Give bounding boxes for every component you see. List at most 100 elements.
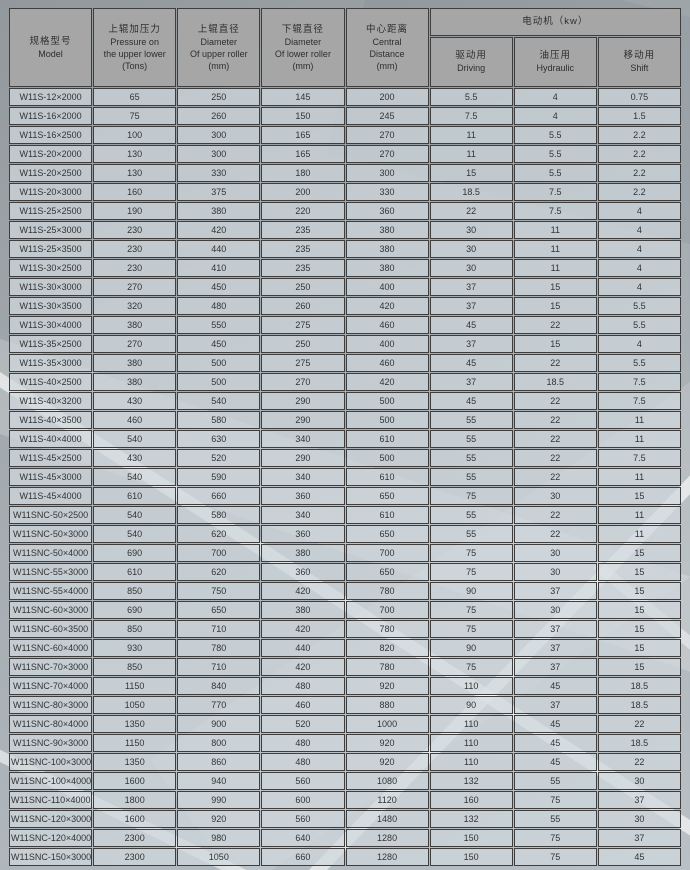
table-row: W11SNC-60×3000 690 650 380 700 75 30 15 [9,601,681,619]
value-cell: 15 [597,620,681,638]
value-cell: 380 [177,202,261,220]
value-cell: 560 [261,810,345,828]
value-cell: 7.5 [597,392,681,410]
value-cell: 55 [429,525,513,543]
value-cell: 11 [513,240,597,258]
value-cell: 640 [261,829,345,847]
value-cell: 150 [429,848,513,866]
model-cell: W11SNC-70×4000 [9,677,93,695]
value-cell: 1600 [93,810,177,828]
model-cell: W11SNC-110×4000 [9,791,93,809]
value-cell: 130 [93,164,177,182]
value-cell: 380 [93,373,177,391]
value-cell: 250 [261,278,345,296]
value-cell: 45 [513,677,597,695]
col-header-model: 规格型号 Model [9,8,93,87]
model-cell: W11S-30×4000 [9,316,93,334]
value-cell: 450 [177,278,261,296]
value-cell: 37 [429,373,513,391]
value-cell: 850 [93,658,177,676]
value-cell: 940 [177,772,261,790]
value-cell: 18.5 [513,373,597,391]
value-cell: 1050 [93,696,177,714]
value-cell: 290 [261,411,345,429]
value-cell: 275 [261,316,345,334]
value-cell: 260 [261,297,345,315]
value-cell: 55 [429,468,513,486]
model-cell: W11S-35×2500 [9,335,93,353]
model-cell: W11SNC-55×4000 [9,582,93,600]
value-cell: 7.5 [597,373,681,391]
model-cell: W11S-40×3500 [9,411,93,429]
value-cell: 650 [345,563,429,581]
value-cell: 15 [597,563,681,581]
value-cell: 440 [261,639,345,657]
value-cell: 840 [177,677,261,695]
table-row: W11SNC-120×4000 2300 980 640 1280 150 75 37 [9,829,681,847]
value-cell: 580 [177,411,261,429]
value-cell: 1150 [93,677,177,695]
value-cell: 360 [261,525,345,543]
table-row: W11SNC-60×4000 930 780 440 820 90 37 15 [9,639,681,657]
value-cell: 37 [429,297,513,315]
value-cell: 380 [93,316,177,334]
value-cell: 540 [93,430,177,448]
value-cell: 770 [177,696,261,714]
value-cell: 660 [177,487,261,505]
value-cell: 1280 [345,829,429,847]
value-cell: 22 [513,449,597,467]
value-cell: 230 [93,240,177,258]
model-cell: W11S-40×4000 [9,430,93,448]
model-cell: W11SNC-50×3000 [9,525,93,543]
table-row: W11SNC-100×4000 1600 940 560 1080 132 55 30 [9,772,681,790]
value-cell: 480 [261,734,345,752]
table-row: W11S-40×4000 540 630 340 610 55 22 11 [9,430,681,448]
value-cell: 75 [429,658,513,676]
table-row: W11SNC-70×4000 1150 840 480 920 110 45 18.5 [9,677,681,695]
value-cell: 290 [261,449,345,467]
value-cell: 2.2 [597,145,681,163]
value-cell: 11 [513,259,597,277]
model-cell: W11SNC-70×3000 [9,658,93,676]
table-row: W11S-16×2500 100 300 165 270 11 5.5 2.2 [9,126,681,144]
value-cell: 320 [93,297,177,315]
value-cell: 55 [513,772,597,790]
col-header-lower-roller: 下辊直径 Diameter Of lower roller (mm) [261,8,345,87]
value-cell: 650 [345,525,429,543]
model-cell: W11S-20×2000 [9,145,93,163]
model-cell: W11S-45×2500 [9,449,93,467]
value-cell: 610 [93,487,177,505]
value-cell: 15 [513,335,597,353]
value-cell: 540 [93,525,177,543]
table-row: W11SNC-70×3000 850 710 420 780 75 37 15 [9,658,681,676]
value-cell: 4 [597,221,681,239]
value-cell: 620 [177,563,261,581]
value-cell: 1050 [177,848,261,866]
value-cell: 110 [429,677,513,695]
value-cell: 550 [177,316,261,334]
model-cell: W11SNC-60×3000 [9,601,93,619]
value-cell: 780 [345,582,429,600]
col-header-upper-roller: 上辊直径 Diameter Of upper roller (mm) [177,8,261,87]
value-cell: 130 [93,145,177,163]
value-cell: 520 [261,715,345,733]
model-cell: W11SNC-120×4000 [9,829,93,847]
model-cell: W11S-40×2500 [9,373,93,391]
table-row: W11S-45×2500 430 520 290 500 55 22 7.5 [9,449,681,467]
col-header-driving: 驱动用 Driving [429,37,513,87]
value-cell: 480 [261,677,345,695]
value-cell: 22 [513,392,597,410]
value-cell: 410 [177,259,261,277]
value-cell: 30 [429,221,513,239]
value-cell: 690 [93,601,177,619]
value-cell: 850 [93,620,177,638]
value-cell: 400 [345,278,429,296]
value-cell: 300 [177,126,261,144]
value-cell: 1150 [93,734,177,752]
value-cell: 235 [261,240,345,258]
value-cell: 610 [345,506,429,524]
value-cell: 15 [513,278,597,296]
value-cell: 360 [261,563,345,581]
value-cell: 90 [429,696,513,714]
value-cell: 460 [261,696,345,714]
